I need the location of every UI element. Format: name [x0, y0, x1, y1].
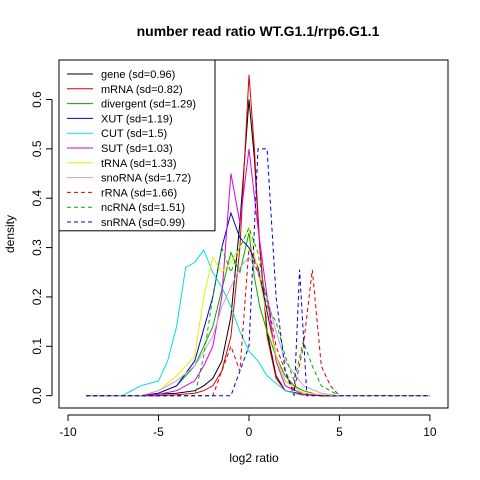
y-tick-label: 0.5 [30, 140, 44, 157]
series-line-5 [86, 148, 340, 397]
series-line-10 [86, 148, 430, 397]
x-tick-label: -5 [153, 425, 164, 439]
legend-label: tRNA (sd=1.33) [101, 158, 177, 170]
x-tick-label: 5 [336, 425, 343, 439]
series-line-8 [86, 247, 430, 397]
y-tick-label: 0.3 [30, 239, 44, 256]
legend-label: XUT (sd=1.19) [101, 113, 173, 125]
y-tick-label: 0.4 [30, 190, 44, 207]
y-tick-label: 0.1 [30, 338, 44, 355]
y-axis-label: density [3, 215, 17, 253]
legend-label: mRNA (sd=0.82) [101, 84, 183, 96]
legend-label: CUT (sd=1.5) [101, 128, 167, 140]
plot-frame [58, 59, 449, 409]
legend: gene (sd=0.96) mRNA (sd=0.82) divergent (s… [58, 59, 216, 232]
x-tick-label: 10 [423, 425, 437, 439]
plot-area [86, 74, 430, 397]
series-line-7 [86, 256, 340, 397]
y-tick-label: 0.6 [30, 91, 44, 108]
legend-label: gene (sd=0.96) [101, 69, 175, 81]
legend-box [58, 59, 216, 232]
series-line-4 [86, 248, 304, 397]
x-axis-label: log2 ratio [229, 451, 279, 465]
series-line-6 [86, 226, 340, 397]
legend-label: divergent (sd=1.29) [101, 99, 196, 111]
legend-label: SUT (sd=1.03) [101, 143, 173, 155]
y-tick-label: 0.0 [30, 387, 44, 404]
series-line-9 [86, 226, 430, 397]
x-tick-label: 0 [246, 425, 253, 439]
legend-label: snRNA (sd=0.99) [101, 217, 185, 229]
legend-label: snoRNA (sd=1.72) [101, 173, 191, 185]
legend-label: rRNA (sd=1.66) [101, 187, 177, 199]
legend-label: ncRNA (sd=1.51) [101, 202, 185, 214]
chart-title: number read ratio WT.G1.1/rrp6.G1.1 [137, 23, 380, 39]
axes: -10 -5 0 5 10 0.0 0.1 0.2 0.3 0.4 0.5 0.6 [30, 59, 449, 439]
y-tick-label: 0.2 [30, 288, 44, 305]
x-tick-label: -10 [59, 425, 77, 439]
